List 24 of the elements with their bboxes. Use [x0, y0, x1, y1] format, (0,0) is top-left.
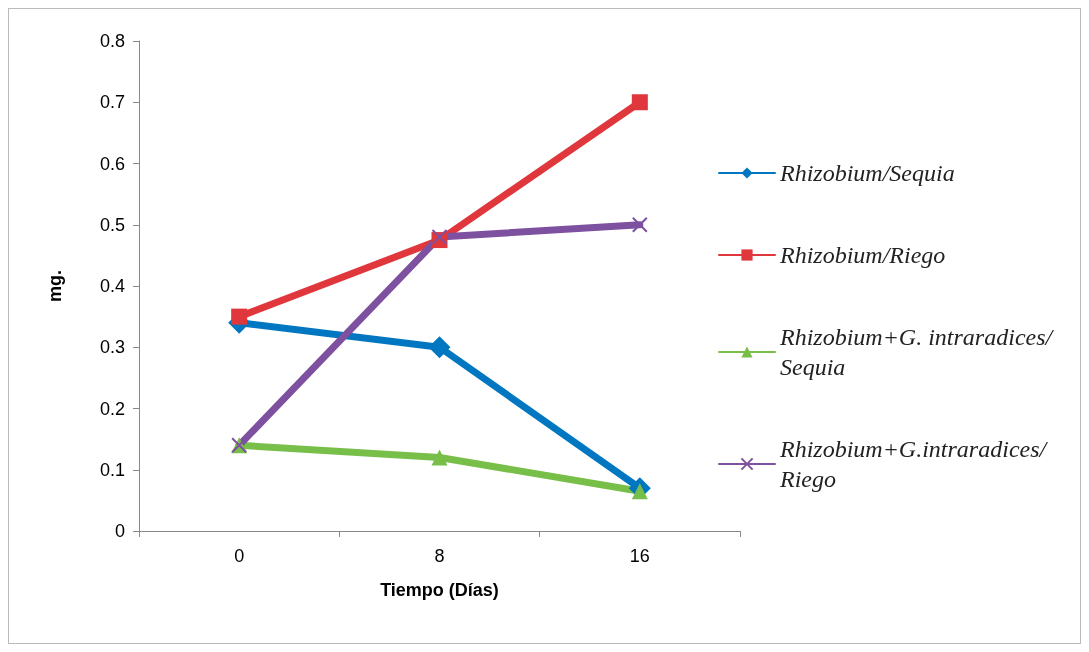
- x-axis-title: Tiempo (Días): [380, 580, 499, 600]
- x-tick-label: 8: [434, 546, 445, 566]
- point: [428, 336, 451, 359]
- point: [631, 94, 648, 111]
- point: [431, 229, 448, 245]
- y-tick-label: 0.7: [99, 92, 125, 113]
- y-tick-label: 0.3: [99, 337, 125, 358]
- y-tick-label: 0.2: [99, 398, 125, 419]
- legend-label: Rhizobium/Sequia: [779, 160, 955, 186]
- y-tick-label: 0.4: [99, 276, 125, 296]
- y-tick-label: 0: [114, 521, 125, 541]
- y-tick-label: 0.1: [99, 459, 125, 480]
- y-axis-title: mg.: [45, 269, 65, 303]
- x-tick-label: 16: [629, 546, 650, 566]
- x-tick-label: 0: [234, 546, 245, 566]
- legend-label: Rhizobium/Riego: [779, 242, 946, 268]
- y-tick-label: 0.5: [99, 214, 125, 235]
- legend-label: Rhizobium+G.intraradices/Riego: [779, 436, 1049, 492]
- y-tick-label: 0.8: [99, 31, 125, 51]
- point: [431, 449, 448, 466]
- point: [231, 308, 248, 325]
- legend-label: Rhizobium+G. intraradices/Sequia: [779, 324, 1055, 380]
- point: [631, 216, 648, 233]
- y-tick-label: 0.6: [99, 153, 125, 174]
